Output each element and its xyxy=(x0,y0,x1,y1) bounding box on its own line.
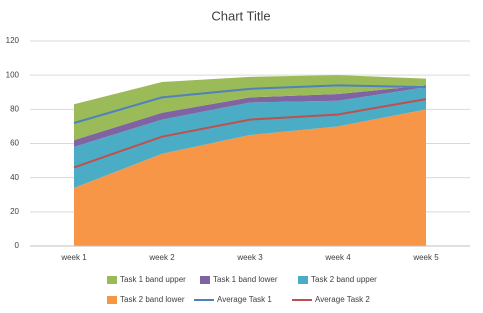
line xyxy=(73,84,427,124)
legend-swatch xyxy=(107,276,117,284)
legend-label: Task 2 band upper xyxy=(311,275,377,284)
legend-label: Task 1 band lower xyxy=(213,275,278,284)
x-tick-label: week 1 xyxy=(60,253,87,262)
y-tick-label: 40 xyxy=(10,173,19,182)
y-tick-label: 80 xyxy=(10,104,19,113)
y-tick-label: 20 xyxy=(10,207,19,216)
area xyxy=(74,85,426,147)
chart-title: Chart Title xyxy=(211,8,270,23)
legend-label: Task 2 band lower xyxy=(120,295,185,304)
x-tick-label: week 5 xyxy=(412,253,439,262)
legend-label: Task 1 band upper xyxy=(120,275,186,284)
legend-label: Average Task 1 xyxy=(217,295,272,304)
area xyxy=(74,87,426,188)
y-tick-label: 120 xyxy=(6,36,20,45)
line xyxy=(73,98,427,169)
area xyxy=(74,109,426,246)
legend-swatch xyxy=(107,296,117,304)
y-tick-label: 100 xyxy=(6,70,20,79)
y-tick-label: 60 xyxy=(10,139,19,148)
x-tick-label: week 2 xyxy=(148,253,175,262)
legend-swatch xyxy=(200,276,210,284)
legend-swatch xyxy=(298,276,308,284)
area xyxy=(74,75,426,141)
x-tick-label: week 3 xyxy=(236,253,263,262)
x-tick-label: week 4 xyxy=(324,253,351,262)
y-tick-label: 0 xyxy=(15,241,20,250)
legend-label: Average Task 2 xyxy=(315,295,370,304)
